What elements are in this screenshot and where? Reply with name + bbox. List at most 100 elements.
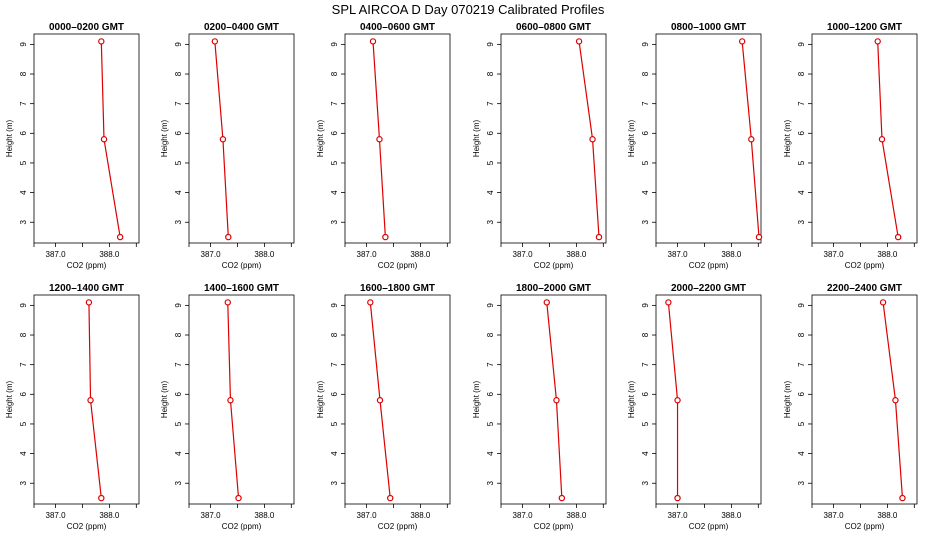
y-tick-label: 8 (797, 332, 806, 337)
y-tick-label: 8 (486, 332, 495, 337)
data-point (369, 38, 377, 45)
y-tick-label: 8 (486, 71, 495, 76)
y-tick-label: 5 (486, 421, 495, 426)
y-tick-label: 5 (797, 160, 806, 165)
plot-frame (655, 33, 762, 244)
y-tick-label: 5 (19, 160, 28, 165)
x-tick-label: 387.0 (668, 511, 689, 520)
x-tick-label: 387.0 (357, 250, 378, 259)
x-tick-label: 388.0 (721, 250, 742, 259)
data-point (227, 397, 234, 404)
y-tick-label: 5 (641, 421, 650, 426)
y-tick-label: 3 (174, 480, 183, 485)
panel-title: 1600–1800 GMT (360, 283, 435, 294)
chart-panel: 2000–2200 GMT 3 4 5 6 7 8 9 387.0 388.0 CO2 (ppm) H… (627, 283, 762, 531)
chart-panel: 2200–2400 GMT 3 4 5 6 7 8 9 387.0 388.0 CO2 (ppm) H… (783, 283, 918, 531)
y-tick-label: 3 (797, 219, 806, 224)
y-tick-label: 7 (486, 101, 495, 106)
y-tick-label: 9 (19, 42, 28, 47)
x-axis-label: CO2 (ppm) (845, 261, 885, 270)
chart-panel: 0000–0200 GMT 3 4 5 6 7 8 9 387.0 388.0 CO2 (ppm) H… (5, 22, 140, 270)
data-point (211, 38, 219, 45)
y-tick-label: 7 (797, 362, 806, 367)
y-tick-label: 7 (797, 101, 806, 106)
data-point (665, 299, 672, 306)
y-tick-label: 7 (174, 101, 183, 106)
series-line (578, 41, 600, 238)
y-tick-label: 4 (641, 190, 650, 195)
y-tick-label: 6 (486, 131, 495, 136)
x-tick-label: 388.0 (99, 511, 120, 520)
y-tick-label: 8 (19, 71, 28, 76)
y-tick-label: 6 (19, 131, 28, 136)
chart-panel: 1600–1800 GMT 3 4 5 6 7 8 9 387.0 388.0 CO2 (ppm) H… (316, 283, 451, 531)
data-point (235, 494, 242, 502)
data-point (224, 299, 231, 306)
y-axis-label: Height (m) (783, 119, 792, 157)
y-axis-label: Height (m) (5, 119, 14, 157)
y-axis-label: Height (m) (783, 380, 792, 418)
y-tick-label: 4 (797, 190, 806, 195)
data-point (98, 494, 105, 502)
y-tick-label: 5 (797, 421, 806, 426)
chart-panel: 0200–0400 GMT 3 4 5 6 7 8 9 387.0 388.0 CO2 (ppm) H… (160, 22, 295, 270)
x-tick-label: 387.0 (513, 511, 534, 520)
y-tick-label: 4 (174, 451, 183, 456)
plot-frame (500, 294, 607, 505)
y-tick-label: 9 (641, 42, 650, 47)
data-point (85, 299, 93, 306)
data-point (748, 136, 755, 143)
x-tick-label: 387.0 (46, 511, 67, 520)
y-tick-label: 3 (330, 219, 339, 224)
y-tick-label: 9 (174, 303, 183, 308)
x-tick-label: 387.0 (824, 250, 845, 259)
x-tick-label: 388.0 (721, 511, 742, 520)
data-point (595, 233, 603, 241)
x-tick-label: 388.0 (99, 250, 120, 259)
panel-title: 0000–0200 GMT (49, 22, 124, 33)
y-tick-label: 6 (174, 131, 183, 136)
y-tick-label: 6 (641, 131, 650, 136)
y-tick-label: 3 (19, 219, 28, 224)
x-axis-label: CO2 (ppm) (222, 261, 262, 270)
data-point (367, 299, 374, 306)
y-tick-label: 6 (797, 131, 806, 136)
x-axis-label: CO2 (ppm) (67, 261, 107, 270)
chart-panel: 1800–2000 GMT 3 4 5 6 7 8 9 387.0 388.0 CO2 (ppm) H… (472, 283, 607, 531)
y-tick-label: 6 (19, 392, 28, 397)
panel-title: 0400–0600 GMT (360, 22, 435, 33)
panel-title: 1000–1200 GMT (827, 22, 902, 33)
x-tick-label: 387.0 (824, 511, 845, 520)
data-point (755, 233, 763, 241)
panel-title: 2200–2400 GMT (827, 283, 902, 294)
y-tick-label: 7 (174, 362, 183, 367)
y-tick-label: 6 (641, 392, 650, 397)
plot-frame (33, 294, 140, 505)
plot-frame (188, 294, 295, 505)
x-axis-label: CO2 (ppm) (378, 522, 418, 531)
x-axis-label: CO2 (ppm) (534, 261, 574, 270)
x-tick-label: 387.0 (357, 511, 378, 520)
data-point (879, 299, 887, 306)
x-axis-label: CO2 (ppm) (67, 522, 107, 531)
y-tick-label: 4 (330, 451, 339, 456)
y-tick-label: 8 (641, 332, 650, 337)
y-tick-label: 9 (486, 42, 495, 47)
page-title: SPL AIRCOA D Day 070219 Calibrated Profi… (331, 2, 605, 17)
data-point (575, 38, 583, 45)
y-tick-label: 6 (797, 392, 806, 397)
y-tick-label: 6 (330, 392, 339, 397)
y-tick-label: 5 (19, 421, 28, 426)
y-tick-label: 8 (19, 332, 28, 337)
plot-frame (344, 294, 451, 505)
data-point (738, 38, 746, 45)
data-point (376, 136, 383, 143)
x-axis-label: CO2 (ppm) (378, 261, 418, 270)
y-tick-label: 6 (330, 131, 339, 136)
plot-frame (811, 294, 918, 505)
x-axis-label: CO2 (ppm) (222, 522, 262, 531)
y-tick-label: 3 (486, 219, 495, 224)
x-tick-label: 388.0 (254, 511, 275, 520)
y-tick-label: 7 (19, 101, 28, 106)
